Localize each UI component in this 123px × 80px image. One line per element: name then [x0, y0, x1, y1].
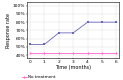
No treatment: [44, 53, 45, 54]
PEG followed by two switches for non-responders: [116, 22, 117, 23]
PEG followed by two switches for non-responders: [44, 44, 45, 45]
PEG followed by two switches for non-responders: [101, 22, 103, 23]
Line: No treatment: No treatment: [29, 52, 117, 55]
X-axis label: Time (months): Time (months): [55, 65, 91, 70]
Legend: No treatment, PEG followed by two switches for non-responders: No treatment, PEG followed by two switch…: [22, 75, 123, 80]
PEG followed by two switches for non-responders: [58, 32, 60, 33]
No treatment: [72, 53, 74, 54]
Y-axis label: Response rate: Response rate: [6, 12, 11, 48]
No treatment: [101, 53, 103, 54]
No treatment: [29, 53, 31, 54]
No treatment: [58, 53, 60, 54]
No treatment: [87, 53, 88, 54]
PEG followed by two switches for non-responders: [72, 32, 74, 33]
PEG followed by two switches for non-responders: [87, 22, 88, 23]
No treatment: [116, 53, 117, 54]
PEG followed by two switches for non-responders: [29, 44, 31, 45]
Line: PEG followed by two switches for non-responders: PEG followed by two switches for non-res…: [29, 21, 117, 45]
